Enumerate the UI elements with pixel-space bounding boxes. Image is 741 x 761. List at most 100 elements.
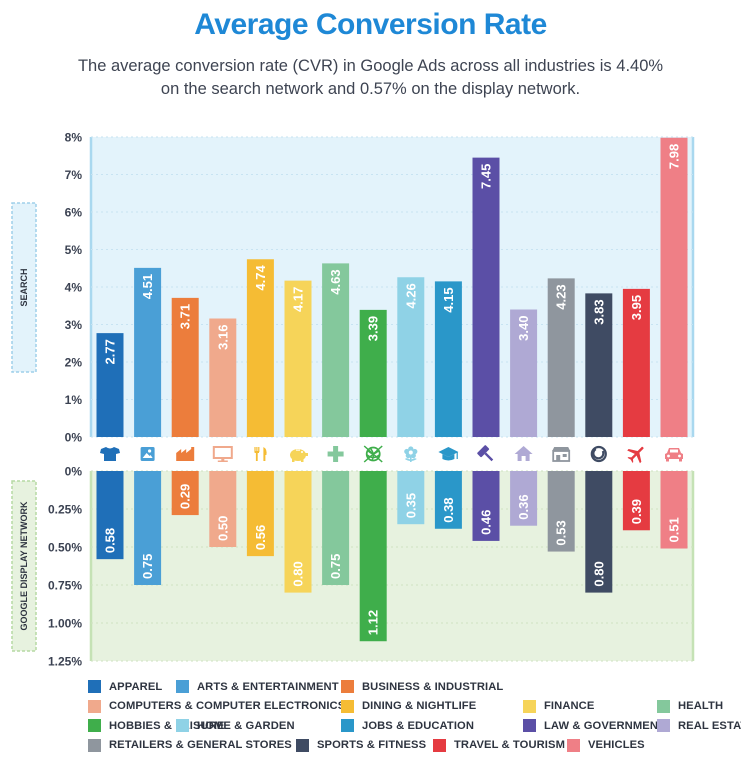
legend-label: RETAILERS & GENERAL STORES (109, 739, 292, 751)
legend-item: HOME & GARDEN (176, 716, 295, 735)
monitor-icon (212, 446, 233, 462)
search-tick-label: 1% (65, 393, 83, 407)
display-bar-label-law-government: 0.46 (479, 510, 494, 535)
legend-swatch (296, 738, 309, 752)
legend-item: LAW & GOVERNMENT (523, 716, 665, 735)
display-bar-label-retailers-general-stores: 0.53 (554, 520, 569, 545)
legend-item: HOBBIES & LEISURE (88, 716, 224, 735)
display-bar-jobs-education (434, 471, 462, 529)
search-bar-label-law-government: 7.45 (479, 164, 494, 189)
legend-item: RETAILERS & GENERAL STORES (88, 736, 292, 755)
search-bar-arts-entertainment (134, 267, 162, 437)
display-tick-label: 0.50% (48, 541, 82, 555)
display-series-label: GOOGLE DISPLAY NETWORK (19, 501, 29, 631)
search-bar-computers-computer-electronics (209, 318, 237, 437)
search-bar-health (322, 263, 350, 437)
display-tick-label: 1.00% (48, 617, 82, 631)
display-bar-label-home-garden: 0.35 (403, 493, 418, 518)
search-bar-label-computers-computer-electronics: 3.16 (215, 325, 230, 350)
search-bar-label-home-garden: 4.26 (403, 283, 418, 308)
legend-label: DINING & NIGHTLIFE (362, 700, 477, 712)
legend-label: LAW & GOVERNMENT (544, 719, 665, 732)
airplane-icon (627, 446, 644, 464)
display-bar-label-arts-entertainment: 0.75 (140, 554, 155, 579)
flower-icon (404, 446, 418, 462)
search-bar-label-apparel: 2.77 (103, 339, 118, 364)
display-bar-label-travel-tourism: 0.39 (629, 499, 644, 524)
chart-legend: APPAREL ARTS & ENTERTAINMENT BUSINESS & IN… (88, 677, 741, 756)
legend-item: ARTS & ENTERTAINMENT (176, 677, 339, 696)
legend-swatch (523, 719, 536, 732)
legend-label: HOME & GARDEN (197, 719, 295, 732)
legend-row: RETAILERS & GENERAL STORES SPORTS & FITNE… (88, 736, 738, 756)
display-bar-label-computers-computer-electronics: 0.50 (215, 516, 230, 541)
search-bar-label-vehicles: 7.98 (667, 144, 682, 169)
search-bar-hobbies-leisure (359, 309, 387, 437)
display-bar-label-sports-fitness: 0.80 (591, 561, 606, 586)
legend-label: ARTS & ENTERTAINMENT (197, 680, 339, 693)
display-bar-label-jobs-education: 0.38 (441, 497, 456, 522)
search-tick-label: 5% (65, 243, 83, 257)
legend-item: REAL ESTATE (657, 716, 741, 735)
legend-swatch (657, 719, 670, 732)
search-series-label: SEARCH (19, 268, 29, 306)
house-icon (514, 446, 533, 461)
chart-title: Average Conversion Rate (194, 8, 547, 41)
legend-label: COMPUTERS & COMPUTER ELECTRONICS (109, 700, 346, 712)
display-bar-label-vehicles: 0.51 (667, 517, 682, 542)
search-bar-label-travel-tourism: 3.95 (629, 295, 644, 320)
display-bar-label-business-industrial: 0.29 (178, 484, 193, 509)
legend-row: HOBBIES & LEISURE HOME & GARDEN JOBS & EDU… (88, 716, 741, 736)
legend-label: JOBS & EDUCATION (362, 719, 475, 732)
legend-label: REAL ESTATE (678, 719, 741, 732)
search-bar-label-finance: 4.17 (291, 287, 306, 312)
display-bar-business-industrial (171, 471, 199, 516)
legend-item: BUSINESS & INDUSTRIAL (341, 677, 503, 696)
search-tick-label: 2% (65, 356, 83, 370)
display-bar-label-finance: 0.80 (291, 561, 306, 586)
search-bar-label-dining-nightlife: 4.74 (253, 264, 268, 290)
search-bar-label-business-industrial: 3.71 (178, 304, 193, 329)
search-series-label-box (11, 202, 37, 373)
legend-item: COMPUTERS & COMPUTER ELECTRONICS (88, 697, 345, 716)
gavel-icon (477, 445, 494, 462)
search-bar-label-sports-fitness: 3.83 (591, 299, 606, 324)
legend-swatch (88, 699, 101, 713)
search-bar-label-real-estate: 3.40 (516, 316, 531, 341)
legend-swatch (88, 738, 101, 752)
display-bar-home-garden (397, 471, 425, 525)
storefront-icon (552, 447, 571, 462)
search-bar-label-retailers-general-stores: 4.23 (554, 284, 569, 309)
display-bar-arts-entertainment (134, 471, 162, 585)
legend-label: SPORTS & FITNESS (317, 739, 427, 751)
search-bar-label-arts-entertainment: 4.51 (140, 274, 155, 299)
search-tick-label: 4% (65, 281, 83, 295)
legend-item: HEALTH (657, 697, 723, 716)
yarn-ball-icon (363, 445, 383, 463)
display-tick-label: 0.75% (48, 579, 82, 593)
fitness-ring-icon (590, 445, 607, 463)
legend-label: APPAREL (109, 680, 163, 693)
legend-label: HOBBIES & LEISURE (109, 719, 225, 732)
legend-label: TRAVEL & TOURISM (454, 739, 565, 751)
search-bar-real-estate (510, 309, 538, 437)
legend-row: APPAREL ARTS & ENTERTAINMENT BUSINESS & IN… (88, 677, 738, 697)
search-bar-finance (284, 280, 312, 437)
legend-swatch (88, 680, 101, 693)
legend-item: JOBS & EDUCATION (341, 716, 474, 735)
display-bar-vehicles (660, 471, 688, 549)
display-bar-health (322, 471, 350, 585)
legend-swatch (523, 699, 536, 713)
legend-label: VEHICLES (588, 739, 645, 751)
display-bar-label-apparel: 0.58 (103, 528, 118, 553)
search-tick-label: 7% (65, 168, 83, 182)
display-tick-label: 1.25% (48, 655, 82, 669)
legend-label: HEALTH (678, 700, 724, 712)
display-bar-travel-tourism (622, 471, 650, 531)
legend-swatch (341, 699, 354, 713)
conversion-rate-chart: 8% 7% 6% 5% 4% 3% 2% 1% 0% 0% 0.25% 0.50% 0.75% 1.00%… (11, 131, 695, 669)
display-tick-label: 0% (65, 465, 83, 479)
display-bar-label-hobbies-leisure: 1.12 (366, 610, 381, 635)
display-bar-label-health: 0.75 (328, 554, 343, 579)
search-tick-label: 6% (65, 206, 83, 220)
